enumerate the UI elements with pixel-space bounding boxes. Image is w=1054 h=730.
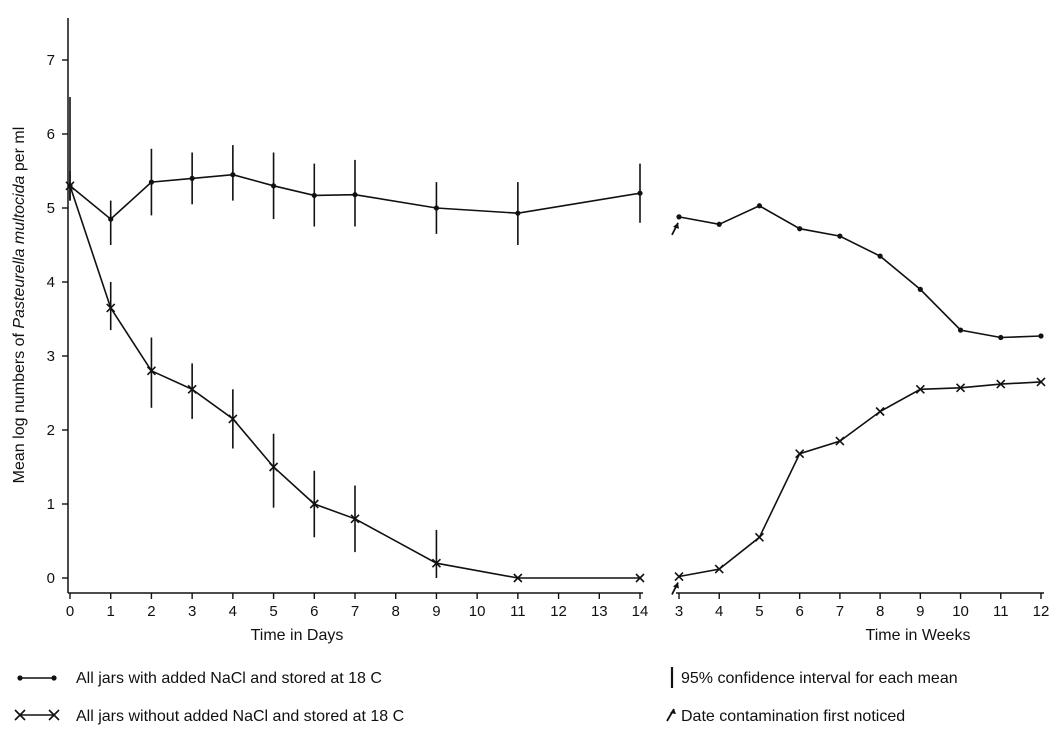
x-tick-label: 1: [107, 603, 115, 620]
y-tick-label: 3: [47, 348, 55, 365]
confidence-intervals: [69, 97, 641, 578]
x-tick-label: 7: [836, 603, 844, 620]
legend-label-contamination: Date contamination first noticed: [681, 708, 905, 725]
y-tick-label: 6: [47, 126, 55, 143]
data-point: [637, 190, 643, 196]
x-axis-label-weeks: Time in Weeks: [866, 627, 971, 644]
data-point: [674, 571, 684, 582]
data-point: [270, 183, 277, 189]
data-point: [352, 192, 358, 198]
data-point: [957, 327, 964, 333]
y-tick-label: 5: [47, 200, 55, 217]
data-point: [187, 384, 197, 394]
legend-item-contamination: Date contamination first noticed: [666, 708, 905, 725]
data-point: [635, 573, 645, 583]
data-point: [676, 214, 682, 220]
x-tick-label: 4: [229, 603, 237, 620]
data-point: [309, 499, 319, 509]
y-tick-label: 4: [47, 274, 55, 291]
data-point: [797, 226, 803, 232]
x-tick-label: 9: [432, 603, 440, 620]
data-point: [875, 406, 885, 417]
data-point: [148, 179, 155, 185]
x-tick-label: 10: [469, 603, 486, 620]
x-tick-label: 11: [993, 603, 1009, 620]
markers: [65, 172, 1046, 595]
y-tick-label: 1: [47, 496, 55, 513]
x-tick-label: 9: [916, 603, 924, 620]
data-point: [106, 303, 116, 313]
x-tick-label: 7: [351, 603, 359, 620]
data-point: [108, 216, 114, 222]
data-point: [1038, 333, 1044, 339]
series-line-dot: [678, 204, 1042, 339]
data-point: [228, 414, 238, 424]
legend-item-no-nacl: All jars without added NaCl and stored a…: [14, 708, 404, 725]
data-point: [230, 172, 236, 178]
x-axis-label-days: Time in Days: [251, 627, 344, 644]
data-point: [955, 383, 966, 393]
data-point: [146, 366, 156, 376]
data-point: [1036, 377, 1046, 387]
x-tick-label: 3: [188, 603, 196, 620]
data-point: [350, 514, 360, 524]
x-tick-label: 11: [510, 603, 526, 620]
data-point: [714, 564, 724, 574]
x-tick-label: 5: [269, 603, 277, 620]
x-tick-label: 12: [550, 603, 567, 620]
series-line-x: [678, 381, 1042, 578]
x-tick-label: 2: [147, 603, 155, 620]
x-tick-label: 0: [66, 603, 74, 620]
x-tick-label: 14: [632, 603, 649, 620]
data-point: [189, 175, 195, 181]
contamination-arrowhead: [673, 222, 679, 229]
data-point: [311, 192, 317, 199]
series: [69, 173, 1042, 579]
x-tick-label: 8: [392, 603, 400, 620]
y-tick-label: 2: [47, 422, 55, 439]
contamination-arrowhead: [673, 582, 679, 589]
y-tick-label: 7: [47, 52, 55, 69]
data-point: [996, 379, 1006, 389]
x-tick-label: 6: [795, 603, 803, 620]
data-point: [837, 233, 843, 239]
data-point: [835, 436, 845, 446]
legend: All jars with added NaCl and stored at 1…: [14, 667, 958, 725]
x-tick-label: 4: [715, 603, 723, 620]
x-tick-label: 13: [591, 603, 608, 620]
data-point: [269, 462, 279, 472]
data-point: [795, 449, 805, 459]
data-point: [877, 253, 883, 259]
axes: [67, 18, 1044, 594]
data-point: [756, 203, 763, 209]
legend-item-ci: 95% confidence interval for each mean: [670, 667, 958, 688]
x-tick-label: 10: [952, 603, 969, 620]
data-point: [998, 334, 1004, 341]
x-tick-label: 12: [1033, 603, 1050, 620]
legend-label-ci: 95% confidence interval for each mean: [681, 670, 958, 687]
x-tick-label: 8: [876, 603, 884, 620]
y-tick-label: 0: [47, 570, 55, 587]
legend-label-nacl: All jars with added NaCl and stored at 1…: [76, 670, 382, 687]
data-point: [915, 384, 925, 394]
data-point: [513, 573, 523, 583]
x-tick-label: 6: [310, 603, 318, 620]
data-point: [433, 205, 440, 211]
y-axis-label: Mean log numbers of Pasteurella multocid…: [11, 127, 28, 484]
legend-item-nacl: All jars with added NaCl and stored at 1…: [17, 670, 382, 687]
data-point: [515, 210, 521, 216]
data-point: [754, 532, 765, 542]
data-point: [65, 181, 75, 191]
x-tick-label: 5: [755, 603, 763, 620]
legend-label-no-nacl: All jars without added NaCl and stored a…: [76, 708, 404, 725]
x-tick-label: 3: [675, 603, 683, 620]
data-point: [716, 221, 722, 227]
data-point: [431, 558, 441, 568]
data-point: [917, 286, 923, 292]
